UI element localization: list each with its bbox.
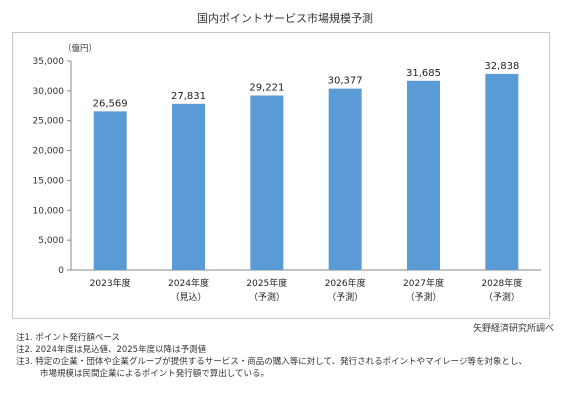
chart-title: 国内ポイントサービス市場規模予測 xyxy=(197,12,373,25)
bar xyxy=(93,111,127,270)
x-tick-label: 2028年度 xyxy=(481,277,522,289)
data-label: 30,377 xyxy=(328,76,363,87)
source-credit: 矢野経済研究所調べ xyxy=(472,324,554,334)
x-tick-label: 2023年度 xyxy=(90,277,131,289)
note-1: 注1. ポイント発行額ベース xyxy=(16,333,120,343)
x-tick-label: 2027年度 xyxy=(403,277,444,289)
y-tick-label: 15,000 xyxy=(33,176,65,186)
bar xyxy=(328,88,362,270)
note-2: 注2. 2024年度は見込値、2025年度以降は予測値 xyxy=(16,345,207,355)
x-tick-sublabel: （見込） xyxy=(170,292,206,303)
bar-chart: （億円） 0 5,000 10,000 15,000 20,000 25,000 30,000… xyxy=(33,43,541,303)
x-tick-label: 2025年度 xyxy=(246,277,287,289)
x-tick-label: 2026年度 xyxy=(325,277,366,289)
data-label: 27,831 xyxy=(171,91,206,102)
y-tick-label: 10,000 xyxy=(33,206,65,216)
data-label: 31,685 xyxy=(406,68,441,79)
x-tick-sublabel: （予測） xyxy=(327,291,363,303)
x-tick-label: 2024年度 xyxy=(168,277,209,289)
bar xyxy=(485,73,519,270)
y-unit-label: （億円） xyxy=(63,43,97,54)
bar xyxy=(250,95,284,270)
y-tick-label: 20,000 xyxy=(33,147,65,157)
x-tick-sublabel: （予測） xyxy=(484,291,520,303)
data-label: 32,838 xyxy=(484,61,519,72)
x-tick-sublabel: （予測） xyxy=(249,291,285,303)
data-label: 29,221 xyxy=(249,83,284,94)
y-tick-label: 25,000 xyxy=(33,117,65,127)
note-3: 注3. 特定の企業・団体や企業グループが提供するサービス・商品の購入等に対して、… xyxy=(16,357,527,367)
y-tick-label: 0 xyxy=(58,266,64,276)
y-tick-label: 5,000 xyxy=(38,236,64,246)
notes: 注1. ポイント発行額ベース 注2. 2024年度は見込値、2025年度以降は予… xyxy=(16,332,527,380)
x-tick-sublabel: （予測） xyxy=(405,291,441,303)
data-label: 26,569 xyxy=(93,98,128,109)
chart-frame: （億円） 0 5,000 10,000 15,000 20,000 25,000 30,000… xyxy=(12,32,550,319)
y-tick-label: 30,000 xyxy=(33,87,65,97)
bar xyxy=(407,80,440,270)
bar xyxy=(172,103,205,270)
y-tick-label: 35,000 xyxy=(33,57,65,67)
note-3-continued: 市場規模は民間企業によるポイント発行額で算出している。 xyxy=(40,369,269,379)
